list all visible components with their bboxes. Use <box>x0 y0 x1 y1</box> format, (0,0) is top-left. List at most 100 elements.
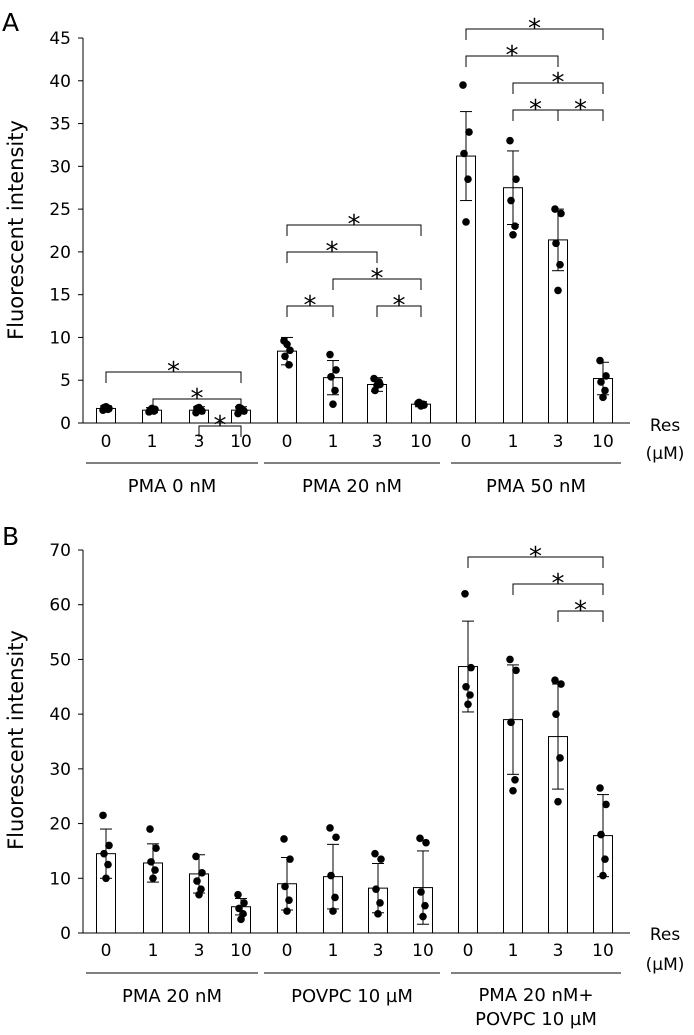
data-point <box>507 718 515 727</box>
y-tick-label: 40 <box>49 705 71 725</box>
data-point <box>281 882 289 891</box>
significance-star: * <box>191 384 204 414</box>
data-point <box>327 871 335 880</box>
y-tick-label: 15 <box>49 286 71 306</box>
data-point <box>551 205 559 213</box>
significance-bracket <box>198 425 242 437</box>
data-point <box>466 691 474 699</box>
data-point <box>557 680 565 688</box>
y-tick-label: 10 <box>49 328 71 348</box>
x-tick-label: 10 <box>592 432 614 452</box>
data-point <box>195 890 203 899</box>
data-point <box>511 776 519 784</box>
data-point <box>285 361 293 369</box>
data-point <box>506 136 514 145</box>
data-point <box>329 400 337 408</box>
data-point <box>193 877 201 885</box>
data-point <box>147 858 155 866</box>
data-point <box>102 874 110 883</box>
data-point <box>421 901 429 910</box>
data-point <box>331 893 339 902</box>
data-point <box>416 834 424 843</box>
y-tick-label: 40 <box>49 72 71 92</box>
significance-star: * <box>574 95 587 125</box>
significance-star: * <box>326 237 339 267</box>
data-point <box>417 888 425 896</box>
group-label: POVPC 10 µM <box>475 1009 597 1030</box>
data-point <box>601 855 609 863</box>
x-tick-label: 3 <box>372 432 383 452</box>
significance-bracket <box>465 55 559 67</box>
data-point <box>329 907 337 915</box>
significance-star: * <box>506 41 519 71</box>
x-unit-label-um: (µM) <box>646 955 685 975</box>
significance-bracket <box>286 224 422 236</box>
significance-star: * <box>348 210 361 240</box>
significance-star: * <box>552 68 565 98</box>
data-point <box>373 381 381 390</box>
panel-letter: A <box>2 8 19 37</box>
data-point <box>326 350 334 359</box>
data-point <box>332 833 340 842</box>
group-label: PMA 20 nM <box>122 986 222 1007</box>
data-point <box>596 356 604 365</box>
x-tick-label: 0 <box>282 941 293 961</box>
data-point <box>461 589 469 598</box>
x-unit-label-um: (µM) <box>646 444 685 464</box>
significance-bracket <box>286 251 378 263</box>
y-tick-label: 0 <box>60 414 71 434</box>
data-point <box>552 710 560 718</box>
data-point <box>105 841 113 850</box>
significance-star: * <box>304 291 317 321</box>
significance-bracket <box>512 82 604 94</box>
significance-bracket <box>465 28 604 40</box>
data-point <box>464 700 472 709</box>
significance-star: * <box>393 291 406 321</box>
x-unit-label-res: Res <box>650 416 681 436</box>
data-point <box>602 372 610 380</box>
group-label: PMA 50 nM <box>486 476 586 497</box>
data-point <box>552 239 560 248</box>
y-tick-label: 60 <box>49 596 71 616</box>
group-label: POVPC 10 µM <box>291 986 413 1007</box>
data-point <box>99 811 107 820</box>
data-point <box>146 825 154 833</box>
data-point <box>602 800 610 809</box>
x-tick-label: 0 <box>282 432 293 452</box>
x-tick-label: 0 <box>463 941 474 961</box>
data-point <box>374 910 382 918</box>
data-point <box>506 655 514 664</box>
y-tick-label: 30 <box>49 157 71 177</box>
x-tick-label: 3 <box>194 432 205 452</box>
data-point <box>599 871 607 880</box>
data-point <box>331 386 339 395</box>
data-point <box>597 378 605 386</box>
group-label: PMA 0 nM <box>128 476 217 497</box>
significance-star: * <box>167 357 180 387</box>
data-point <box>462 218 470 226</box>
significance-bracket <box>557 610 604 622</box>
data-point <box>332 366 340 374</box>
x-tick-label: 1 <box>328 941 339 961</box>
data-point <box>286 855 294 863</box>
significance-bracket <box>286 305 334 317</box>
y-axis-label: Fluorescent intensity <box>4 630 28 850</box>
data-point <box>557 209 565 218</box>
data-point <box>234 890 242 899</box>
data-point <box>326 824 334 832</box>
significance-star: * <box>528 14 541 44</box>
data-point <box>556 260 564 269</box>
data-point <box>281 352 289 361</box>
data-point <box>195 403 203 412</box>
y-tick-label: 70 <box>49 541 71 561</box>
x-tick-label: 3 <box>553 432 564 452</box>
data-point <box>462 682 470 691</box>
y-tick-label: 30 <box>49 760 71 780</box>
x-tick-label: 0 <box>101 432 112 452</box>
data-point <box>596 784 604 792</box>
data-point <box>372 885 380 894</box>
y-tick-label: 5 <box>60 371 71 391</box>
data-point <box>152 844 160 852</box>
